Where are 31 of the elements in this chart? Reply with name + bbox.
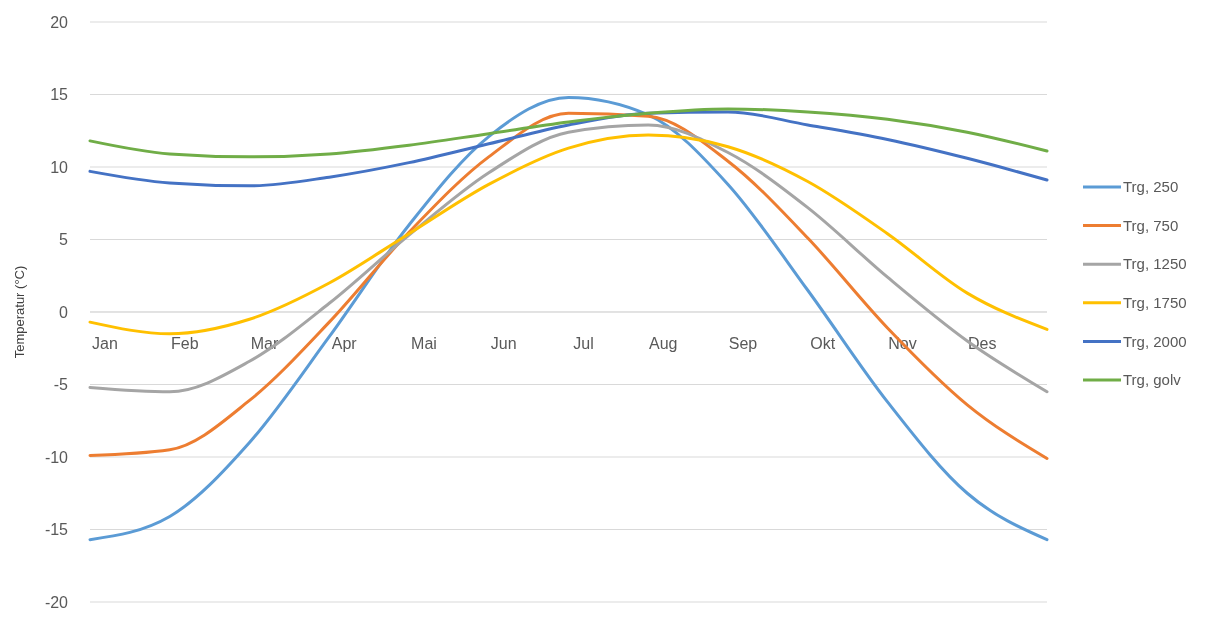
x-tick-label: Sep (728, 335, 758, 352)
legend-label: Trg, golv (1123, 371, 1182, 389)
line-series (88, 123, 1049, 394)
y-tick-label: 0 (59, 303, 69, 321)
y-tick-label: 10 (50, 158, 69, 176)
y-tick-label: -15 (44, 521, 69, 539)
legend-label: Trg, 250 (1123, 178, 1179, 196)
x-tick-label: Aug (649, 335, 678, 352)
x-tick-label: Jan (92, 335, 118, 352)
x-tick-label: Mai (411, 335, 437, 352)
legend-label: Trg, 2000 (1123, 332, 1187, 350)
x-tick-label: Okt (810, 335, 836, 352)
y-tick-label: -20 (44, 593, 69, 611)
legend-label: Trg, 1750 (1123, 294, 1187, 312)
line-series (88, 133, 1049, 336)
line-series (88, 107, 1049, 159)
y-tick-label: -5 (53, 376, 69, 394)
y-tick-label: 20 (50, 13, 69, 31)
y-tick-label: 15 (50, 86, 69, 104)
y-tick-label: 5 (59, 231, 69, 249)
legend-label: Trg, 1250 (1123, 255, 1187, 273)
y-tick-label: -10 (44, 448, 69, 466)
x-tick-label: Jun (490, 335, 517, 352)
legend-label: Trg, 750 (1123, 216, 1179, 234)
line-series (88, 95, 1049, 542)
x-tick-label: Apr (331, 335, 358, 352)
line-series (88, 110, 1049, 188)
y-axis-title: Temperatur (°C) (12, 265, 27, 359)
x-tick-label: Feb (170, 335, 199, 352)
line-series (88, 111, 1049, 460)
x-tick-label: Jul (573, 335, 594, 352)
